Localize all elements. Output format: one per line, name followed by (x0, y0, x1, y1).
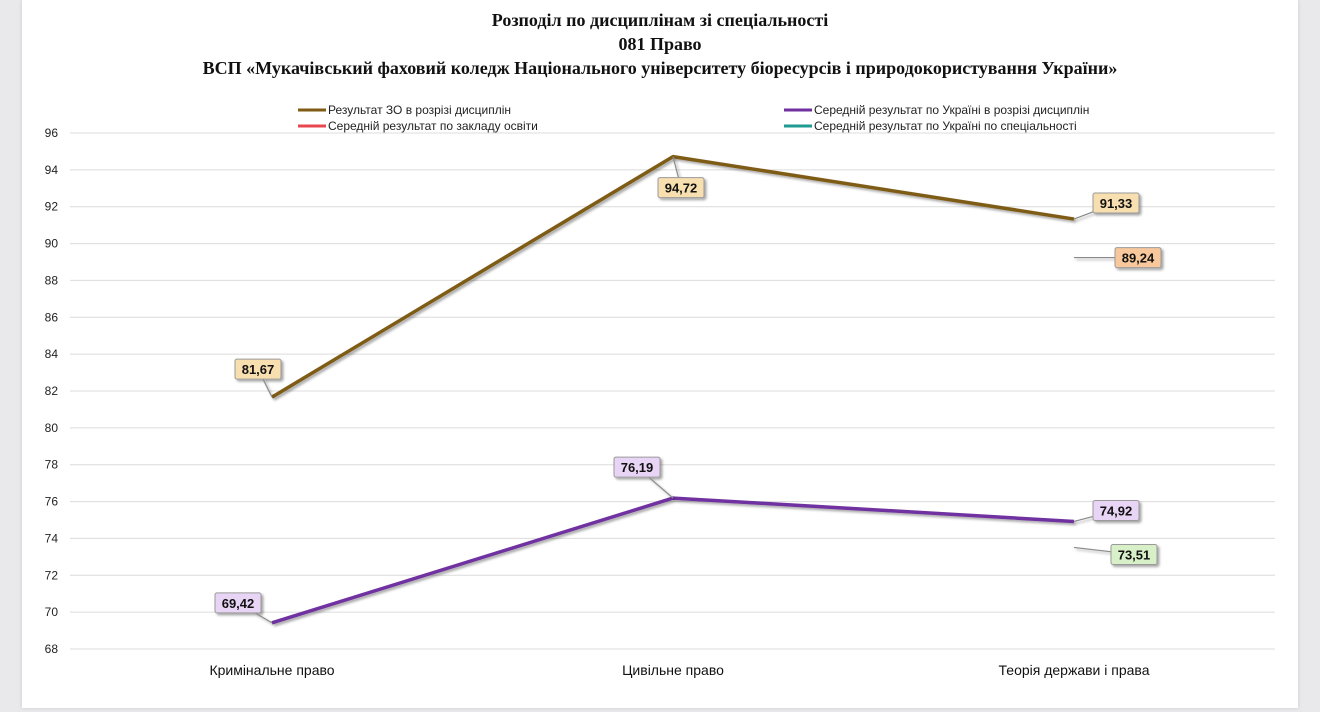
y-tick-label: 68 (45, 642, 59, 656)
data-label: 89,24 (1122, 251, 1155, 266)
chart-title: Розподіл по дисциплінам зі спеціальності… (0, 8, 1320, 80)
callout-box (1110, 543, 1158, 565)
data-label-callout (613, 456, 674, 499)
data-label: 74,92 (1100, 503, 1133, 518)
y-tick-label: 86 (45, 310, 59, 324)
y-tick-label: 96 (45, 126, 59, 140)
data-label-callout (1073, 543, 1158, 565)
y-tick-label: 92 (45, 200, 59, 214)
data-label: 94,72 (665, 181, 698, 196)
y-tick-label: 94 (45, 163, 59, 177)
y-tick-label: 90 (45, 237, 59, 251)
data-label-callout (214, 592, 273, 624)
callout-box (214, 592, 262, 614)
data-label: 81,67 (242, 362, 275, 377)
callout-box (234, 358, 282, 380)
y-tick-label: 80 (45, 421, 59, 435)
callout-box (1092, 192, 1140, 214)
x-category-label: Цивільне право (622, 662, 724, 678)
callout-box (1092, 499, 1140, 521)
legend-entry: Середній результат по Україні по спеціал… (814, 119, 1077, 133)
legend-entry: Результат ЗО в розрізі дисциплін (328, 103, 511, 117)
x-category-label: Теорія держави і права (999, 662, 1150, 678)
y-tick-label: 70 (45, 605, 59, 619)
data-label-callout (1073, 499, 1140, 523)
y-tick-label: 82 (45, 384, 59, 398)
callout-box (657, 177, 705, 199)
data-label: 73,51 (1118, 547, 1151, 562)
data-label: 91,33 (1100, 196, 1133, 211)
chart-title-line-1: Розподіл по дисциплінам зі спеціальності (491, 10, 829, 30)
gridlines (70, 132, 1275, 650)
data-label-callout (234, 358, 282, 398)
data-label-callout (1073, 192, 1140, 220)
legend-entry: Середній результат по закладу освіти (328, 119, 538, 133)
legend-entry: Середній результат по Україні в розрізі … (814, 103, 1089, 117)
y-tick-label: 74 (45, 531, 59, 545)
series-line (271, 496, 1075, 625)
y-tick-label: 78 (45, 458, 59, 472)
callout-box (1114, 247, 1162, 269)
y-tick-label: 72 (45, 568, 59, 582)
chart-title-line-3: ВСП «Мукачівський фаховий коледж Націона… (202, 58, 1118, 78)
y-tick-label: 88 (45, 273, 59, 287)
callout-box (613, 456, 661, 478)
y-tick-label: 84 (45, 347, 59, 361)
data-label-callout (1074, 247, 1162, 269)
chart-title-line-2: 081 Право (618, 34, 702, 54)
data-label: 69,42 (222, 596, 255, 611)
data-label: 76,19 (621, 460, 654, 475)
y-tick-label: 76 (45, 495, 59, 509)
x-category-label: Кримінальне право (209, 662, 334, 678)
data-label-callout (657, 156, 705, 199)
